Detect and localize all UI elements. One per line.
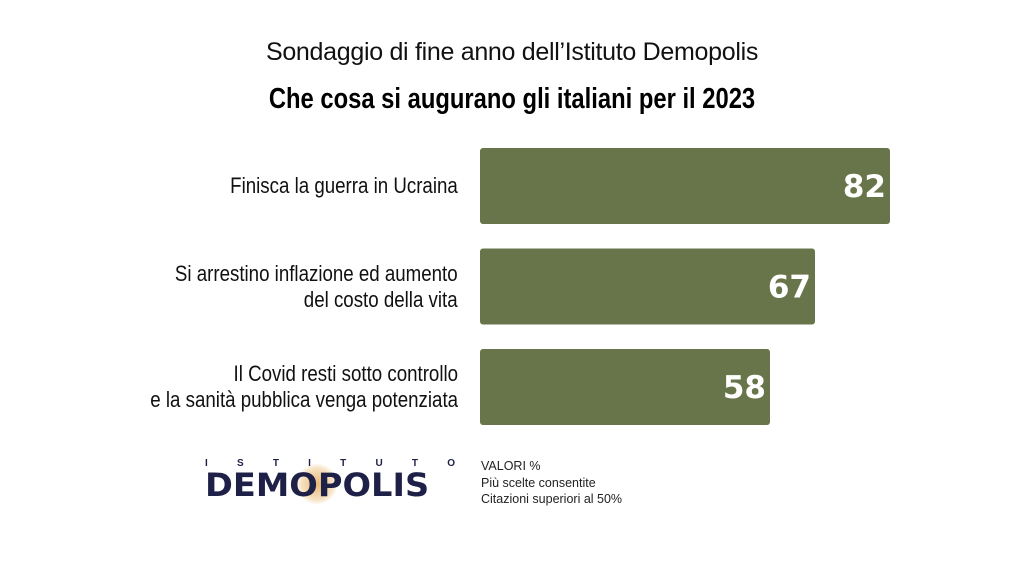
bar-2 — [480, 248, 815, 325]
bar-value-label-1: 82 — [843, 169, 886, 205]
category-label-line: Finisca la guerra in Ucraina — [230, 173, 458, 198]
category-label-2: Si arrestino inflazione ed aumento del co… — [175, 261, 458, 313]
category-label-line: Il Covid resti sotto controllo — [233, 361, 458, 386]
logo-letter: I — [205, 458, 208, 469]
bar-value-label-2: 67 — [768, 270, 811, 306]
logo-letter: S — [236, 458, 244, 469]
logo-glow-icon — [297, 464, 337, 504]
bar-3 — [480, 349, 770, 425]
bar-value-label-3: 58 — [723, 370, 766, 406]
category-label-line: Si arrestino inflazione ed aumento — [175, 260, 458, 286]
logo-letter: I — [308, 458, 311, 469]
logo-main-text: DEMOPOLIS — [205, 466, 430, 504]
category-label-line: e la sanità pubblica venga potenziata — [150, 387, 458, 412]
chart-notes: VALORI % Più scelte consentite Citazioni… — [481, 458, 622, 508]
category-label-1: Finisca la guerra in Ucraina — [230, 173, 458, 199]
note-citations: Citazioni superiori al 50% — [481, 492, 623, 506]
logo-letter: U — [375, 458, 383, 469]
logo-letter: T — [411, 458, 419, 469]
logo-letter: T — [340, 458, 347, 469]
logo-letter: O — [447, 458, 455, 469]
demopolis-logo: I S T I T U T O DEMOPOLIS — [205, 458, 455, 504]
logo-letter: T — [272, 458, 279, 469]
note-multiple-choices: Più scelte consentite — [481, 475, 596, 490]
chart-subtitle: Sondaggio di fine anno dell’Istituto Dem… — [265, 38, 759, 66]
bar-1 — [480, 148, 890, 224]
category-label-3: Il Covid resti sotto controllo e la sanit… — [150, 361, 458, 413]
chart-title: Che cosa si augurano gli italiani per il… — [268, 83, 756, 115]
note-values: VALORI % — [481, 459, 541, 473]
category-label-line: del costo della vita — [304, 286, 458, 312]
